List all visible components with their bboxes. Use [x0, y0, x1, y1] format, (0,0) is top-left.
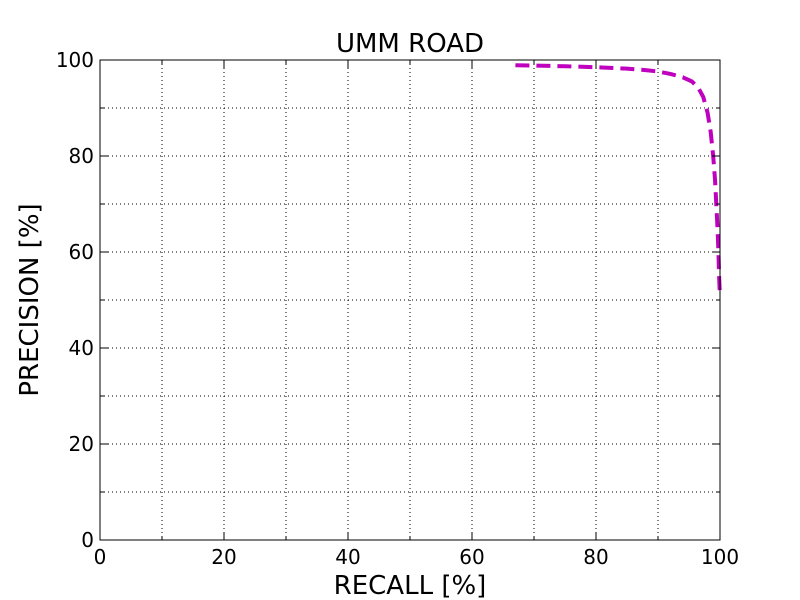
x-tick-label: 60 — [459, 545, 484, 569]
x-tick-label: 0 — [94, 545, 107, 569]
y-axis-label: PRECISION [%] — [15, 203, 45, 396]
x-tick-label: 100 — [701, 545, 739, 569]
series-layer — [515, 63, 722, 291]
x-axis-label: RECALL [%] — [334, 571, 487, 600]
x-tick-label: 20 — [211, 545, 236, 569]
y-tick-label: 0 — [81, 528, 94, 552]
x-tick-label: 40 — [335, 545, 360, 569]
y-tick-label: 100 — [56, 48, 94, 72]
series-line-0 — [515, 63, 722, 291]
grid — [100, 60, 720, 540]
y-tick-label: 20 — [69, 432, 94, 456]
chart-title: UMM ROAD — [336, 29, 484, 59]
ticks: 0 20 40 60 80 100 0 20 40 60 80 100 — [56, 48, 739, 569]
y-tick-label: 60 — [69, 240, 94, 264]
y-tick-label: 40 — [69, 336, 94, 360]
y-tick-label: 80 — [69, 144, 94, 168]
x-tick-label: 80 — [583, 545, 608, 569]
